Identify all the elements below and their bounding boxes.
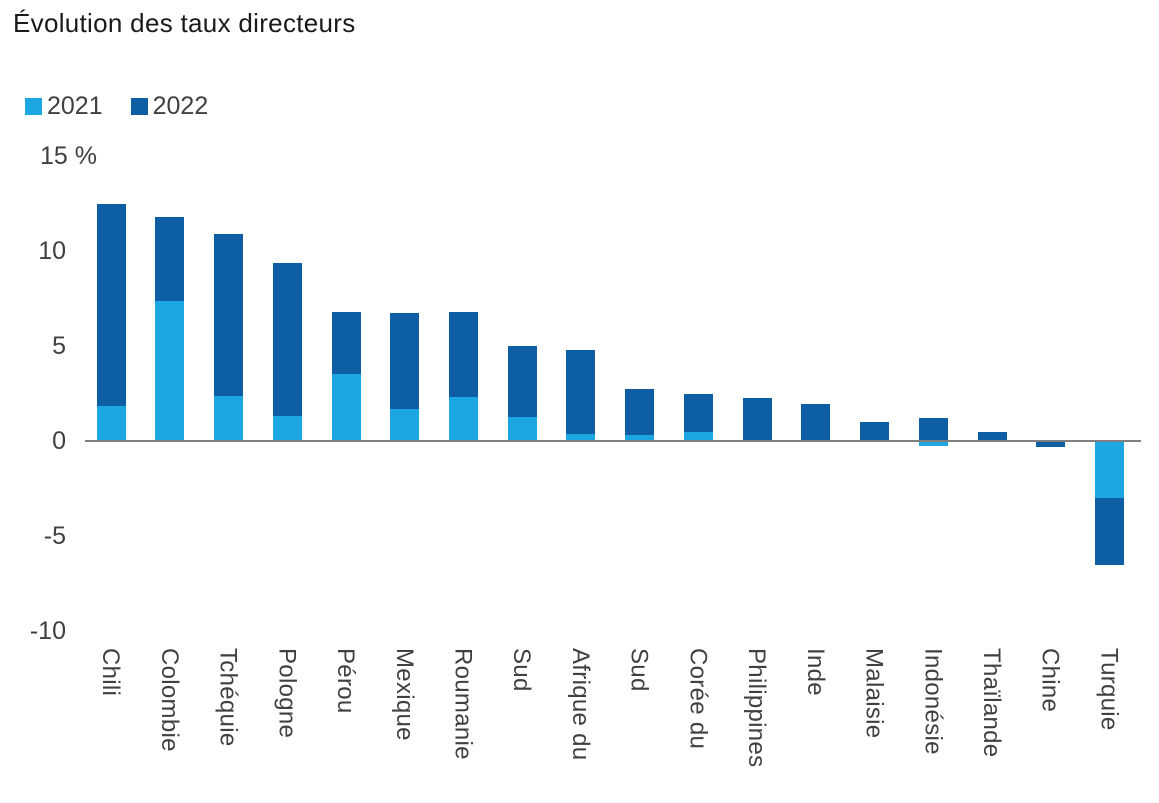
bar-segment-2022-colombie [155, 216, 185, 302]
x-axis-category-label: Colombie [155, 648, 183, 752]
x-axis-category-label: Inde [801, 648, 829, 696]
bar-segment-2022-roumanie [449, 311, 479, 398]
legend-swatch-2021-icon [25, 98, 42, 115]
x-axis-category-label: Pérou [332, 648, 360, 714]
chart-title: Évolution des taux directeurs [13, 8, 356, 38]
y-axis-tick-label: -5 [43, 522, 66, 550]
x-axis-line [85, 440, 1141, 442]
bar-segment-2022-afrique-du [566, 349, 596, 435]
bar-segment-2022-sud [507, 346, 537, 418]
bar-segment-2021-p-rou [331, 373, 361, 441]
legend-label-2022: 2022 [152, 92, 209, 120]
bar-segment-2022-cor-e-du [683, 393, 713, 432]
y-axis-tick-label: 15 % [40, 142, 97, 170]
x-axis-category-label: Chili [97, 648, 125, 697]
bar-segment-2022-indon-sie [918, 418, 948, 441]
bar-segment-2022-inde [801, 403, 831, 441]
bar-segment-2022-p-rou [331, 311, 361, 374]
bar-segment-2021-turquie [1094, 441, 1124, 498]
x-axis-category-label: Sud [508, 648, 536, 692]
y-axis-tick-label: -10 [29, 617, 66, 645]
bar-segment-2021-pologne [272, 416, 302, 441]
y-axis-tick-label: 5 [52, 332, 66, 360]
x-axis-category-label: Indonésie [919, 648, 947, 755]
x-axis-category-label: Pologne [273, 648, 301, 739]
legend-label-2021: 2021 [47, 92, 103, 120]
chart-legend: 2021 2022 [25, 94, 208, 119]
x-axis-category-label: Roumanie [449, 648, 477, 760]
bar-segment-2021-cor-e-du [683, 431, 713, 441]
x-axis-category-label: Mexique [390, 648, 418, 741]
bar-segment-2021-sud [507, 417, 537, 441]
bar-segment-2022-malaisie [860, 422, 890, 441]
bar-segment-2022-sud [625, 388, 655, 436]
y-axis-tick-label: 0 [52, 427, 66, 455]
x-axis-category-label: Thaïlande [978, 648, 1005, 758]
legend-item-2022: 2022 [130, 92, 209, 120]
bar-segment-2022-tha-lande [977, 431, 1007, 441]
bar-segment-2022-philippines [742, 398, 772, 441]
bar-segment-2021-tch-quie [214, 396, 244, 441]
bar-segment-2022-tch-quie [214, 233, 244, 397]
bar-segment-2021-roumanie [449, 397, 479, 441]
x-axis-category-label: Chine [1036, 648, 1064, 713]
bar-segment-2021-colombie [155, 301, 185, 441]
bar-segment-2021-indon-sie [918, 441, 948, 446]
legend-swatch-2022-icon [130, 98, 148, 115]
bar-segment-2021-chili [96, 405, 126, 441]
x-axis-category-label: Malaisie [860, 648, 888, 739]
legend-item-2021: 2021 [25, 94, 103, 119]
bar-segment-2022-pologne [272, 263, 302, 417]
bar-segment-2021-mexique [390, 408, 420, 441]
x-axis-category-label: Philippines [743, 648, 771, 768]
x-axis-category-label: Tchéquie [214, 648, 242, 747]
bar-segment-2021-sud [625, 435, 655, 441]
x-axis-category-label: Turquie [1095, 648, 1123, 731]
x-axis-category-label: Corée du [684, 648, 712, 750]
bar-segment-2022-turquie [1094, 498, 1124, 565]
bar-segment-2022-chine [1036, 441, 1066, 447]
x-axis-category-label: Afrique du [566, 648, 594, 761]
bar-segment-2022-mexique [390, 312, 420, 409]
bar-segment-2022-chili [96, 204, 126, 406]
x-axis-category-label: Sud [625, 648, 653, 692]
bar-segment-2021-afrique-du [566, 434, 596, 441]
y-axis-tick-label: 10 [38, 237, 66, 265]
